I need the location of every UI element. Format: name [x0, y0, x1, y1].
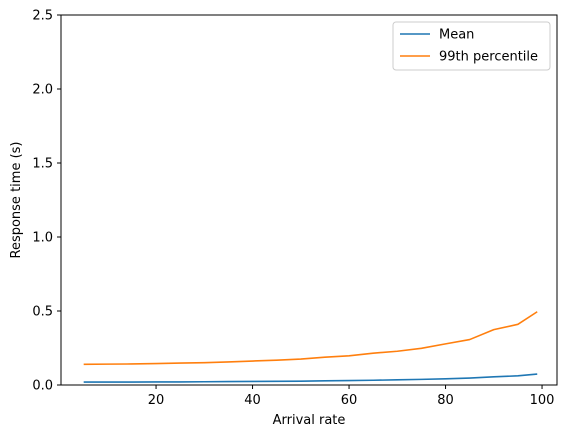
legend-label-mean: Mean [439, 28, 474, 43]
y-tick-label: 2.0 [32, 83, 53, 98]
plot-frame [60, 14, 558, 386]
x-axis: 20 40 60 80 100 [148, 385, 555, 408]
y-tick-label: 0.0 [32, 379, 53, 394]
legend-label-99th-percentile: 99th percentile [439, 50, 538, 65]
y-tick-label: 1.5 [32, 157, 53, 172]
x-tick-label: 20 [148, 393, 165, 408]
x-tick-label: 40 [244, 393, 261, 408]
y-tick-label: 0.5 [32, 305, 53, 320]
y-tick-label: 1.0 [32, 231, 53, 246]
legend-box [392, 21, 551, 71]
series-line-mean [83, 373, 538, 383]
legend: Mean 99th percentile [392, 21, 551, 71]
plot-lines [83, 311, 538, 383]
x-tick-label: 60 [341, 393, 358, 408]
series-line-99th-percentile [83, 311, 538, 366]
y-tick-label: 2.5 [32, 9, 53, 24]
x-tick-label: 100 [530, 393, 555, 408]
y-axis-title: Response time (s) [9, 142, 24, 259]
x-axis-title: Arrival rate [273, 413, 346, 428]
y-axis: 0.0 0.5 1.0 1.5 2.0 2.5 [32, 9, 61, 394]
x-tick-label: 80 [437, 393, 454, 408]
